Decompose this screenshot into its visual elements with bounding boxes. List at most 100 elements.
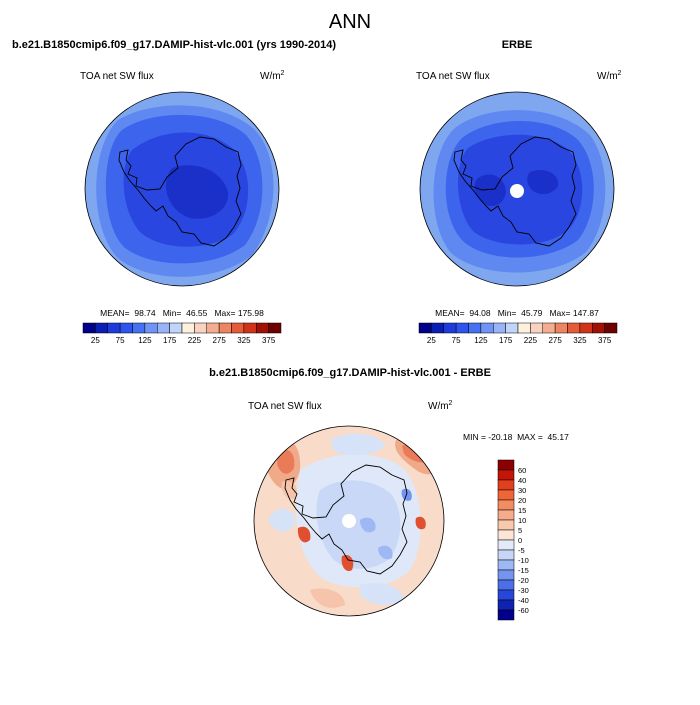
colorbar-obs-tick-label: 275	[548, 336, 562, 345]
colorbar-model-swatch	[144, 322, 158, 334]
colorbar-model-tick-label: 275	[212, 336, 226, 345]
colorbar-diff-swatch	[497, 509, 515, 521]
colorbar-diff-swatch	[497, 549, 515, 561]
colorbar-diff-tick-label: 5	[518, 526, 522, 535]
colorbar-model-swatch	[231, 322, 245, 334]
colorbar-model-tick-label: 125	[138, 336, 152, 345]
colorbar-model-swatch	[181, 322, 195, 334]
colorbar-diff-swatch	[497, 499, 515, 511]
panel-diff-header: b.e21.B1850cmip6.f09_g17.DAMIP-hist-vlc.…	[209, 367, 491, 379]
colorbar-diff-swatch	[497, 609, 515, 621]
panel-model-variable: TOA net SW flux	[80, 71, 154, 82]
colorbar-obs-swatch	[554, 322, 568, 334]
colorbar-diff-swatch	[497, 519, 515, 531]
colorbar-obs-swatch	[431, 322, 444, 334]
panel-obs: ERBE TOA net SW flux W/m2 MEAN= 94.08 Mi…	[416, 39, 622, 345]
colorbar-model-tick-label: 75	[116, 336, 125, 345]
panel-diff: b.e21.B1850cmip6.f09_g17.DAMIP-hist-vlc.…	[209, 367, 569, 621]
colorbar-model-swatch	[157, 322, 170, 334]
panel-diff-variable: TOA net SW flux	[248, 401, 322, 412]
colorbar-obs-tick-label: 325	[573, 336, 587, 345]
colorbar-diff-swatch	[497, 539, 515, 551]
colorbar-diff-tick-label: -30	[518, 586, 529, 595]
colorbar-obs-tick-label: 25	[427, 336, 436, 345]
colorbar-obs-tick-label: 375	[598, 336, 612, 345]
colorbar-model-swatch	[194, 322, 207, 334]
polar-map-model	[85, 92, 279, 286]
colorbar-diff-tick-label: -5	[518, 546, 525, 555]
colorbar-diff-swatch	[497, 569, 515, 581]
colorbar-diff-tick-label: -10	[518, 556, 529, 565]
colorbar-model-swatch	[243, 322, 257, 334]
colorbar-diff-tick-label: -20	[518, 576, 529, 585]
colorbar-obs-swatch	[530, 322, 543, 334]
colorbar-diff-tick-label: 15	[518, 506, 526, 515]
colorbar-obs-swatch	[443, 322, 457, 334]
colorbar-model-swatch	[119, 322, 133, 334]
colorbar-obs-swatch	[517, 322, 531, 334]
colorbar-obs-tick-label: 75	[452, 336, 461, 345]
colorbar-model-tick-label: 175	[163, 336, 177, 345]
colorbar-obs-swatch	[579, 322, 593, 334]
colorbar-model-swatch	[268, 322, 282, 334]
panel-diff-units: W/m2	[428, 400, 453, 412]
panel-obs-header: ERBE	[502, 39, 533, 51]
colorbar-obs-swatch	[592, 322, 605, 334]
colorbar-diff-tick-label: -60	[518, 606, 529, 615]
colorbar-model-swatch	[218, 322, 232, 334]
polar-map-diff	[254, 426, 444, 616]
panel-obs-units: W/m2	[597, 70, 622, 82]
colorbar-obs-swatch	[455, 322, 469, 334]
page-title: ANN	[329, 11, 371, 33]
colorbar-diff-tick-label: 30	[518, 486, 526, 495]
colorbar-obs-swatch	[542, 322, 556, 334]
colorbar-obs-swatch	[468, 322, 482, 334]
panel-diff-stats: MIN = -20.18 MAX = 45.17	[463, 432, 569, 442]
colorbar-diff-swatch	[497, 479, 515, 491]
colorbar-obs-swatch	[493, 322, 506, 334]
colorbar-diff-swatch	[497, 459, 515, 471]
colorbar-model-swatch	[107, 322, 121, 334]
colorbar-model-swatch	[82, 322, 96, 334]
colorbar-diff-tick-label: 0	[518, 536, 522, 545]
colorbar-model-swatch	[132, 322, 146, 334]
colorbar-diff-tick-label: 10	[518, 516, 526, 525]
colorbar-model-swatch	[169, 322, 183, 334]
colorbar-model-tick-label: 225	[188, 336, 202, 345]
colorbar-diff-tick-label: -15	[518, 566, 529, 575]
colorbar-obs-swatch	[567, 322, 581, 334]
panel-model-units: W/m2	[260, 70, 285, 82]
coastline-diff	[284, 464, 408, 575]
colorbar-diff-tick-label: 20	[518, 496, 526, 505]
colorbar-diff-swatch	[497, 469, 515, 481]
polar-map-obs	[420, 92, 614, 286]
polar-data-hole-diff	[342, 514, 356, 528]
colorbar-obs-swatch	[418, 322, 432, 334]
panel-obs-variable: TOA net SW flux	[416, 71, 490, 82]
colorbar-diff-tick-label: 40	[518, 476, 526, 485]
panel-model-header: b.e21.B1850cmip6.f09_g17.DAMIP-hist-vlc.…	[12, 39, 336, 51]
colorbar-obs-tick-label: 225	[524, 336, 538, 345]
colorbar-diff-swatch	[497, 589, 515, 601]
panel-obs-stats: MEAN= 94.08 Min= 45.79 Max= 147.87	[435, 308, 599, 318]
coastline-obs	[453, 136, 577, 247]
colorbar-model-swatch	[256, 322, 269, 334]
colorbar-diff-swatch	[497, 529, 515, 541]
colorbar-model-tick-label: 375	[262, 336, 276, 345]
colorbar-diff-swatch	[497, 579, 515, 591]
colorbar-obs-swatch	[604, 322, 618, 334]
colorbar-obs-swatch	[505, 322, 519, 334]
colorbar-diff-tick-label: 60	[518, 466, 526, 475]
colorbar-diff-swatch	[497, 559, 515, 571]
colorbar-diff-swatch	[497, 489, 515, 501]
polar-data-hole-obs	[510, 184, 524, 198]
colorbar-obs: 25 75 125 175 225 275 325 375	[418, 322, 618, 345]
panel-model: b.e21.B1850cmip6.f09_g17.DAMIP-hist-vlc.…	[12, 39, 336, 345]
colorbar-obs-tick-label: 125	[474, 336, 488, 345]
coastline-model	[118, 136, 242, 247]
colorbar-model-tick-label: 325	[237, 336, 251, 345]
colorbar-diff-tick-label: -40	[518, 596, 529, 605]
colorbar-diff-swatch	[497, 599, 515, 611]
colorbar-model-swatch	[206, 322, 220, 334]
